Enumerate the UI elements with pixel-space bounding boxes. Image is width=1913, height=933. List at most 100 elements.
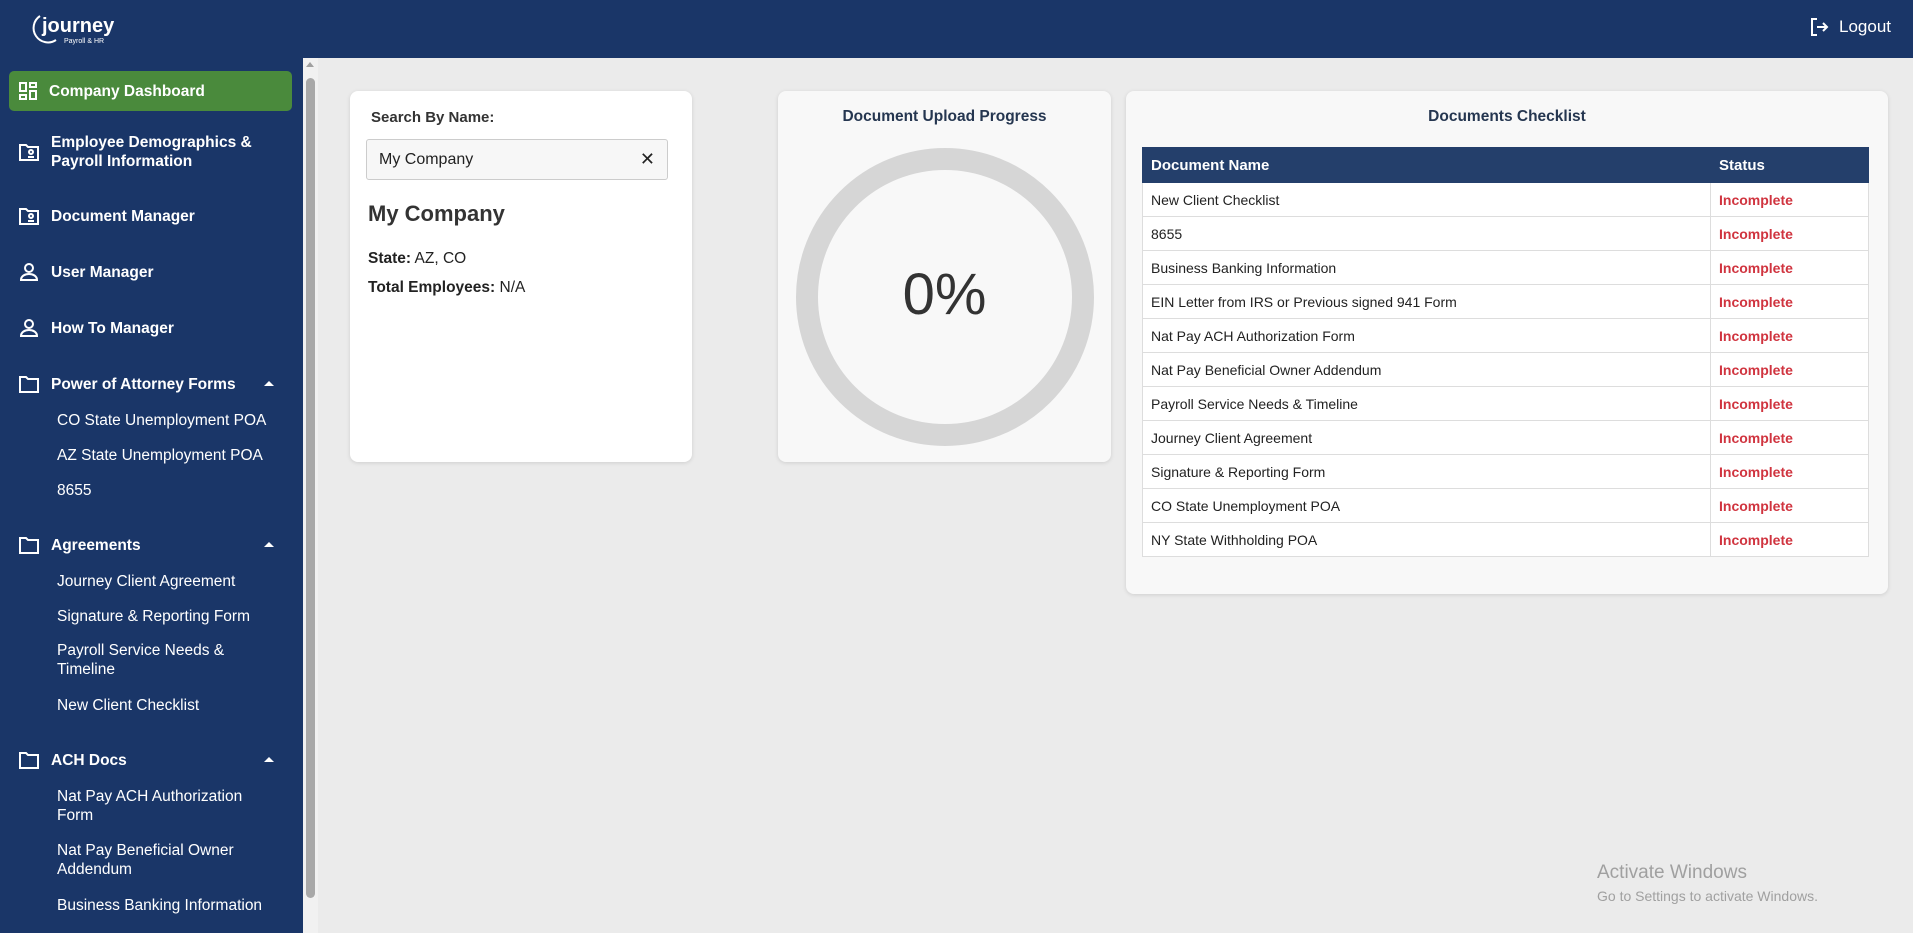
status-badge: Incomplete (1710, 522, 1869, 557)
top-bar: journey Payroll & HR Logout (0, 0, 1913, 58)
document-name-cell: 8655 (1142, 216, 1711, 251)
folder-user-icon (19, 144, 39, 161)
sidebar-group-power-of-attorney[interactable]: Power of Attorney Forms (9, 374, 292, 394)
table-row: EIN Letter from IRS or Previous signed 9… (1142, 284, 1869, 319)
watermark-subtitle: Go to Settings to activate Windows. (1597, 888, 1818, 904)
sidebar-item-document-manager[interactable]: Document Manager (9, 206, 292, 226)
status-badge: Incomplete (1710, 420, 1869, 455)
caret-up-icon[interactable] (264, 757, 274, 762)
watermark-title: Activate Windows (1597, 862, 1747, 883)
document-name-cell: New Client Checklist (1142, 182, 1711, 217)
employees-value: N/A (499, 279, 526, 296)
table-row: Payroll Service Needs & Timeline Incomple… (1142, 386, 1869, 421)
status-badge: Incomplete (1710, 488, 1869, 523)
journey-logo: journey Payroll & HR (32, 15, 115, 45)
progress-title: Document Upload Progress (842, 108, 1047, 125)
scrollbar-thumb[interactable] (306, 78, 315, 898)
sidebar-group-label: Power of Attorney Forms (51, 375, 236, 393)
employees-info: Total Employees: N/A (368, 279, 525, 297)
search-input[interactable]: My Company ✕ (366, 139, 668, 180)
document-name-cell: Nat Pay Beneficial Owner Addendum (1142, 352, 1711, 387)
sidebar-item-company-dashboard[interactable]: Company Dashboard (9, 71, 292, 111)
windows-activation-watermark: Activate Windows Go to Settings to activ… (1597, 862, 1818, 904)
logout-button[interactable]: Logout (1809, 17, 1891, 37)
document-name-cell: NY State Withholding POA (1142, 522, 1711, 557)
folder-icon (19, 376, 39, 393)
document-name-cell: EIN Letter from IRS or Previous signed 9… (1142, 284, 1711, 319)
status-badge: Incomplete (1710, 386, 1869, 421)
progress-track (796, 148, 1094, 446)
user-icon (19, 263, 39, 281)
table-row: Business Banking Information Incomplete (1142, 250, 1869, 285)
status-badge: Incomplete (1710, 182, 1869, 217)
table-row: NY State Withholding POA Incomplete (1142, 522, 1869, 557)
user-icon (19, 319, 39, 337)
checklist-title: Documents Checklist (1428, 108, 1586, 125)
table-row: Nat Pay Beneficial Owner Addendum Incompl… (1142, 352, 1869, 387)
sidebar-subitem[interactable]: Payroll Service Needs & Timeline (57, 642, 225, 678)
logout-icon (1811, 18, 1829, 36)
sidebar-subitem[interactable]: Nat Pay ACH Authorization Form (57, 788, 243, 824)
document-name-cell: Business Banking Information (1142, 250, 1711, 285)
table-row: Nat Pay ACH Authorization Form Incomplete (1142, 318, 1869, 353)
employees-label: Total Employees: (368, 279, 496, 296)
table-row: 8655 Incomplete (1142, 216, 1869, 251)
sidebar-group-agreements[interactable]: Agreements (9, 535, 292, 555)
sidebar-subitem[interactable]: AZ State Unemployment POA (57, 447, 263, 464)
checklist-table: Document Name Status New Client Checklis… (1142, 147, 1869, 557)
search-input-value: My Company (379, 150, 474, 168)
status-badge: Incomplete (1710, 216, 1869, 251)
sidebar-subitem[interactable]: Nat Pay Beneficial Owner Addendum (57, 842, 234, 878)
folder-user-icon (19, 208, 39, 225)
sidebar-scrollbar[interactable] (303, 58, 318, 933)
search-card: Search By Name: My Company ✕ My Company … (350, 91, 692, 462)
status-badge: Incomplete (1710, 352, 1869, 387)
sidebar-group-label: Agreements (51, 536, 141, 554)
sidebar-subitem[interactable]: Journey Client Agreement (57, 573, 236, 590)
svg-text:Payroll & HR: Payroll & HR (64, 38, 104, 45)
sidebar-group-ach-docs[interactable]: ACH Docs (9, 750, 292, 770)
table-row: Journey Client Agreement Incomplete (1142, 420, 1869, 455)
sidebar-item-label: Document Manager (51, 207, 195, 225)
status-badge: Incomplete (1710, 250, 1869, 285)
caret-up-icon[interactable] (264, 542, 274, 547)
scroll-up-arrow-icon[interactable] (306, 62, 314, 67)
folder-icon (19, 537, 39, 554)
sidebar-subitem[interactable]: CO State Unemployment POA (57, 412, 267, 429)
clear-icon[interactable]: ✕ (639, 149, 655, 169)
svg-text:journey: journey (41, 15, 115, 37)
upload-progress-card: Document Upload Progress 0% (778, 91, 1111, 462)
document-name-cell: Payroll Service Needs & Timeline (1142, 386, 1711, 421)
document-name-cell: CO State Unemployment POA (1142, 488, 1711, 523)
sidebar-subitem[interactable]: 8655 (57, 482, 92, 499)
sidebar-item-label: User Manager (51, 263, 154, 281)
caret-up-icon[interactable] (264, 381, 274, 386)
progress-ring (796, 148, 1094, 446)
sidebar-item-label: Company Dashboard (49, 82, 205, 100)
sidebar-group-label: ACH Docs (51, 751, 127, 769)
status-badge: Incomplete (1710, 284, 1869, 319)
sidebar-item-user-manager[interactable]: User Manager (9, 262, 292, 282)
table-row: Signature & Reporting Form Incomplete (1142, 454, 1869, 489)
sidebar-subitem[interactable]: Signature & Reporting Form (57, 608, 250, 625)
column-header-document-name: Document Name (1142, 147, 1711, 183)
column-header-status: Status (1710, 147, 1869, 183)
sidebar-item-how-to-manager[interactable]: How To Manager (9, 318, 292, 338)
document-name-cell: Nat Pay ACH Authorization Form (1142, 318, 1711, 353)
search-label: Search By Name: (371, 109, 495, 126)
sidebar-item-label: Employee Demographics & Payroll Informat… (51, 134, 252, 170)
folder-icon (19, 752, 39, 769)
state-label: State: (368, 250, 412, 267)
sidebar-item-employee-demographics[interactable]: Employee Demographics & Payroll Informat… (9, 132, 292, 172)
table-row: CO State Unemployment POA Incomplete (1142, 488, 1869, 523)
document-name-cell: Journey Client Agreement (1142, 420, 1711, 455)
sidebar-subitem[interactable]: New Client Checklist (57, 697, 200, 714)
sidebar: Company Dashboard Employee Demographics … (0, 58, 303, 933)
progress-value: 0% (902, 262, 987, 327)
company-name: My Company (368, 201, 505, 226)
documents-checklist-card: Documents Checklist Document Name Status… (1126, 91, 1888, 594)
state-value: AZ, CO (414, 250, 467, 267)
dashboard-icon (19, 82, 37, 100)
sidebar-subitem[interactable]: Business Banking Information (57, 897, 263, 914)
sidebar-item-label: How To Manager (51, 319, 174, 337)
